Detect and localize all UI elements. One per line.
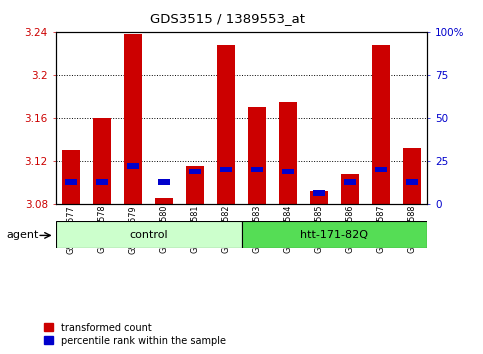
Bar bbox=[242, 221, 427, 248]
Bar bbox=[283, 169, 294, 174]
Bar bbox=[344, 179, 355, 185]
Bar bbox=[93, 118, 112, 204]
Bar bbox=[252, 166, 263, 172]
Bar bbox=[186, 166, 204, 204]
Bar bbox=[248, 107, 266, 204]
Bar bbox=[128, 163, 139, 169]
Text: agent: agent bbox=[6, 230, 39, 240]
Bar bbox=[66, 179, 77, 185]
Bar bbox=[155, 198, 173, 204]
Bar bbox=[372, 45, 390, 204]
Bar bbox=[341, 173, 359, 204]
Text: GDS3515 / 1389553_at: GDS3515 / 1389553_at bbox=[150, 12, 304, 25]
Bar bbox=[217, 45, 235, 204]
Bar bbox=[279, 102, 297, 204]
Bar bbox=[220, 166, 231, 172]
Text: htt-171-82Q: htt-171-82Q bbox=[300, 229, 369, 240]
Bar bbox=[403, 148, 421, 204]
Bar bbox=[375, 166, 386, 172]
Bar bbox=[158, 179, 170, 185]
Bar bbox=[124, 34, 142, 204]
Bar bbox=[62, 150, 80, 204]
Bar bbox=[313, 190, 325, 195]
Bar bbox=[189, 169, 200, 174]
Bar bbox=[310, 191, 328, 204]
Bar bbox=[406, 179, 417, 185]
Bar bbox=[97, 179, 108, 185]
Bar bbox=[56, 221, 242, 248]
Legend: transformed count, percentile rank within the sample: transformed count, percentile rank withi… bbox=[43, 323, 226, 346]
Text: control: control bbox=[129, 229, 168, 240]
